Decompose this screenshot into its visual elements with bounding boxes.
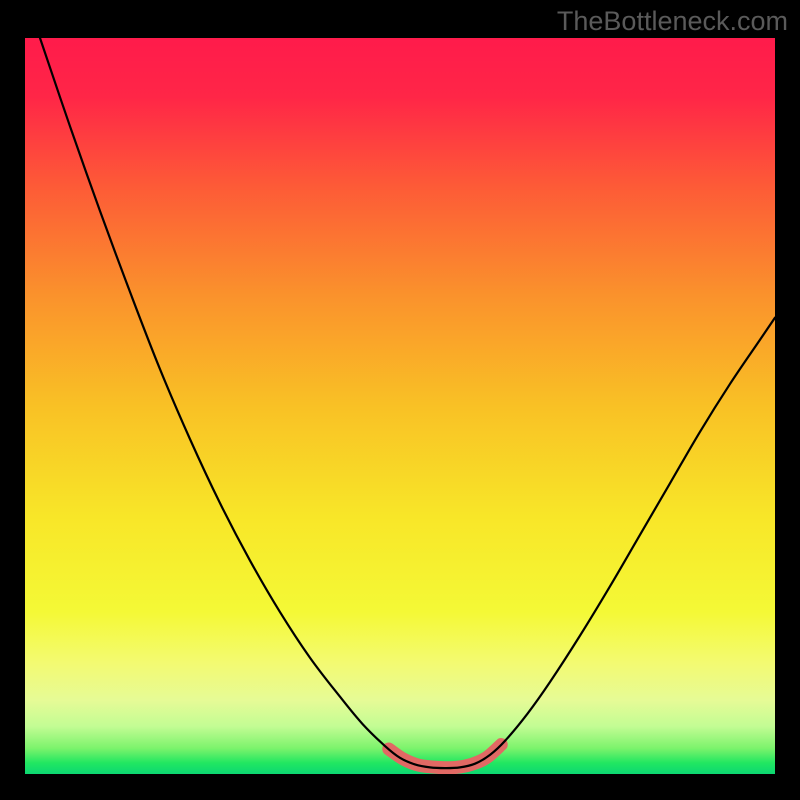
chart-svg <box>0 0 800 800</box>
bottleneck-chart: TheBottleneck.com <box>0 0 800 800</box>
